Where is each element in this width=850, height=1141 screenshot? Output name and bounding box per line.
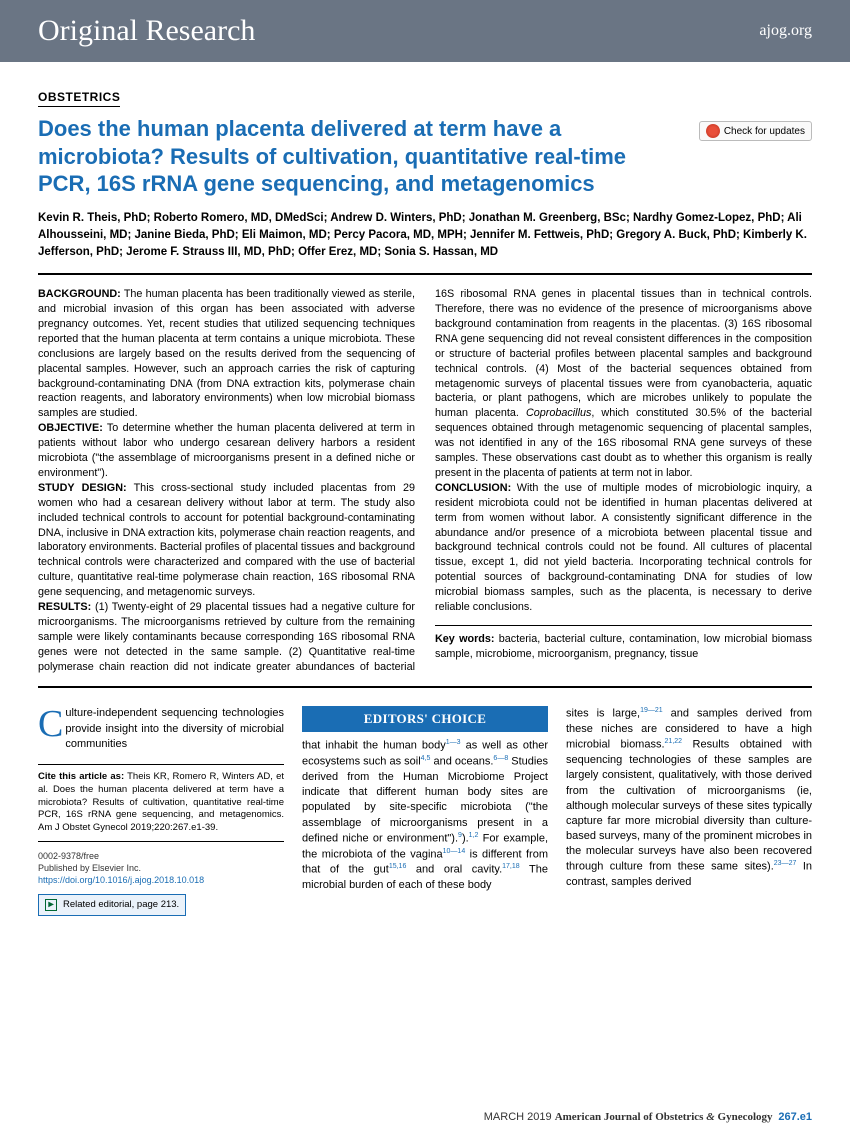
body-text-col3: sites is large,19—21 and samples derived… <box>566 706 812 890</box>
body-col-2: EDITORS' CHOICE that inhabit the human b… <box>302 706 548 915</box>
page: Original Research ajog.org OBSTETRICS Do… <box>0 0 850 1141</box>
results-label: RESULTS: <box>38 601 91 613</box>
objective-label: OBJECTIVE: <box>38 422 103 434</box>
author-list: Kevin R. Theis, PhD; Roberto Romero, MD,… <box>38 210 812 262</box>
page-footer: MARCH 2019 American Journal of Obstetric… <box>484 1111 812 1123</box>
species-name: Coprobacillus <box>526 407 591 419</box>
check-for-updates-button[interactable]: Check for updates <box>699 121 812 141</box>
ref-sup[interactable]: 9 <box>458 832 462 839</box>
ref-sup[interactable]: 23—27 <box>774 860 797 867</box>
publication-meta: 0002-9378/free Published by Elsevier Inc… <box>38 850 284 886</box>
crossmark-icon <box>706 124 720 138</box>
title-row: Does the human placenta delivered at ter… <box>38 115 812 198</box>
doi-link[interactable]: https://doi.org/10.1016/j.ajog.2018.10.0… <box>38 875 204 885</box>
ref-sup[interactable]: 15,16 <box>389 863 407 870</box>
keywords-line: Key words: bacteria, bacterial culture, … <box>435 625 812 662</box>
citation-box: Cite this article as: Theis KR, Romero R… <box>38 764 284 842</box>
footer-date: MARCH 2019 <box>484 1111 552 1123</box>
ref-sup[interactable]: 19—21 <box>640 707 663 714</box>
header-site-url[interactable]: ajog.org <box>759 22 812 40</box>
intro-paragraph: Culture-independent sequencing technolog… <box>38 706 284 752</box>
dropcap: C <box>38 706 65 740</box>
abstract-text: BACKGROUND: The human placenta has been … <box>38 287 812 674</box>
conclusion-label: CONCLUSION: <box>435 482 511 494</box>
arrow-right-icon: ▸ <box>45 899 57 911</box>
abstract-box: BACKGROUND: The human placenta has been … <box>38 273 812 688</box>
keywords-label: Key words: <box>435 633 495 645</box>
article-title: Does the human placenta delivered at ter… <box>38 115 679 198</box>
header-band: Original Research ajog.org <box>0 0 850 62</box>
ref-sup[interactable]: 21,22 <box>665 738 683 745</box>
cite-label: Cite this article as: <box>38 771 124 782</box>
body-col-3: sites is large,19—21 and samples derived… <box>566 706 812 915</box>
header-section-title: Original Research <box>38 14 255 48</box>
ref-sup[interactable]: 4,5 <box>421 755 431 762</box>
ref-sup[interactable]: 17,18 <box>502 863 520 870</box>
ref-sup[interactable]: 1,2 <box>469 832 479 839</box>
body-text-col2: that inhabit the human body1—3 as well a… <box>302 738 548 893</box>
body-col-1: Culture-independent sequencing technolog… <box>38 706 284 915</box>
design-label: STUDY DESIGN: <box>38 482 127 494</box>
body-columns: Culture-independent sequencing technolog… <box>38 706 812 915</box>
ref-sup[interactable]: 6—8 <box>493 755 508 762</box>
related-editorial-button[interactable]: ▸ Related editorial, page 213. <box>38 894 186 915</box>
editors-choice-badge: EDITORS' CHOICE <box>302 706 548 732</box>
ref-sup[interactable]: 1—3 <box>446 739 461 746</box>
background-label: BACKGROUND: <box>38 288 121 300</box>
journal-name: American Journal of Obstetrics & Gynecol… <box>555 1111 776 1123</box>
content-area: OBSTETRICS Does the human placenta deliv… <box>0 62 850 916</box>
related-label: Related editorial, page 213. <box>63 898 179 911</box>
page-number: 267.e1 <box>778 1111 812 1123</box>
ref-sup[interactable]: 10—14 <box>443 848 466 855</box>
check-updates-label: Check for updates <box>724 126 805 137</box>
section-label: OBSTETRICS <box>38 90 120 107</box>
